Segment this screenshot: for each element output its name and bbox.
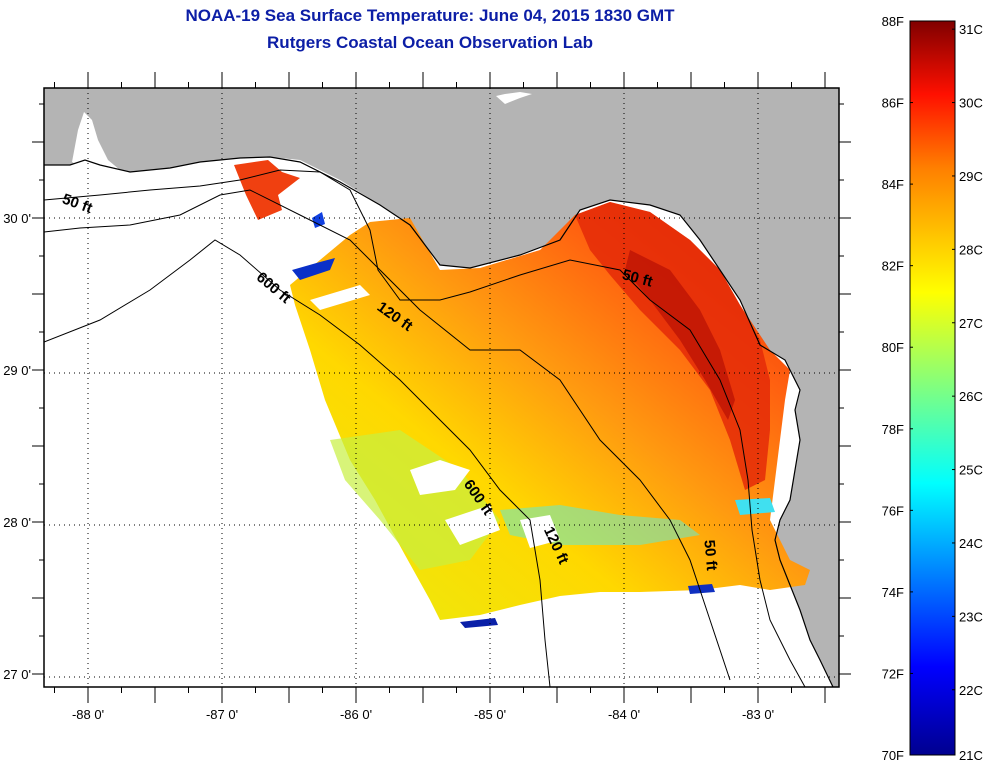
x-axis-labels: -88 0' -87 0' -86 0' -85 0' -84 0' -83 0': [72, 707, 774, 722]
chart-title: NOAA-19 Sea Surface Temperature: June 04…: [185, 6, 675, 25]
colorbar-c-label: 26C: [959, 389, 983, 404]
colorbar-f-label: 74F: [882, 585, 904, 600]
y-tick-label: 30 0': [3, 211, 31, 226]
x-tick-label: -86 0': [340, 707, 372, 722]
sst-cold-patch: [688, 584, 715, 594]
colorbar-f-label: 78F: [882, 422, 904, 437]
x-tick-label: -83 0': [742, 707, 774, 722]
colorbar-f-label: 82F: [882, 259, 904, 274]
sst-cold-patch: [312, 212, 325, 228]
sst-cold-patch: [292, 258, 335, 280]
colorbar-c-label: 27C: [959, 316, 983, 331]
y-tick-label: 27 0': [3, 667, 31, 682]
plot-frame: [43, 87, 840, 688]
sst-swath-nw: [234, 160, 300, 220]
y-axis-labels: 30 0' 29 0' 28 0' 27 0': [3, 211, 31, 682]
colorbar-f-label: 84F: [882, 177, 904, 192]
colorbar-c-label: 25C: [959, 463, 983, 478]
cloud-gap: [445, 505, 500, 545]
colorbar-c-label: 29C: [959, 169, 983, 184]
colorbar-f-labels: 88F 86F 84F 82F 80F 78F 76F 74F 72F 70F: [882, 14, 913, 763]
x-tick-label: -84 0': [608, 707, 640, 722]
x-tick-label: -88 0': [72, 707, 104, 722]
colorbar-c-label: 30C: [959, 96, 983, 111]
colorbar-c-label: 23C: [959, 609, 983, 624]
bay: [72, 112, 120, 172]
colorbar-c-label: 31C: [959, 22, 983, 37]
cloud-gap: [410, 460, 470, 495]
contour-label: 50 ft: [700, 539, 720, 571]
colorbar-f-label: 72F: [882, 666, 904, 681]
bay: [496, 92, 532, 104]
contour-120ft: [44, 189, 731, 681]
land-mass: [44, 88, 839, 687]
x-tick-label: -85 0': [474, 707, 506, 722]
y-tick-label: 29 0': [3, 363, 31, 378]
sst-cold-patch: [735, 498, 775, 515]
sst-cold-patch: [460, 618, 498, 628]
colorbar-c-label: 21C: [959, 748, 983, 763]
colorbar: [909, 20, 956, 756]
colorbar-c-labels: 31C 30C 29C 28C 27C 26C 25C 24C 23C 22C 21C: [952, 22, 983, 763]
colorbar-c-label: 28C: [959, 242, 983, 257]
y-tick-label: 28 0': [3, 515, 31, 530]
colorbar-f-label: 86F: [882, 96, 904, 111]
colorbar-c-label: 24C: [959, 536, 983, 551]
colorbar-c-label: 22C: [959, 683, 983, 698]
cloud-gap: [310, 285, 370, 310]
contour-600ft: [44, 239, 551, 687]
chart-subtitle: Rutgers Coastal Ocean Observation Lab: [267, 33, 593, 52]
x-tick-label: -87 0': [206, 707, 238, 722]
colorbar-f-label: 80F: [882, 340, 904, 355]
sst-hot-core: [625, 250, 735, 420]
colorbar-f-label: 76F: [882, 503, 904, 518]
coastline: [44, 156, 834, 687]
contour-50ft: [44, 169, 806, 687]
cloud-gap: [520, 515, 560, 548]
colorbar-f-label: 88F: [882, 14, 904, 29]
colorbar-f-label: 70F: [882, 748, 904, 763]
axis-ticks: [32, 72, 851, 703]
